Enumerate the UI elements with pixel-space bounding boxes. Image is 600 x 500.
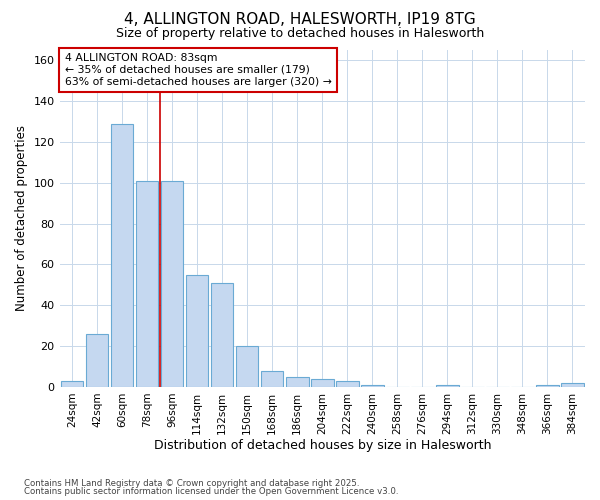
Bar [336, 381, 359, 387]
Text: Size of property relative to detached houses in Halesworth: Size of property relative to detached ho… [116, 28, 484, 40]
Bar [136, 180, 158, 387]
Text: 4 ALLINGTON ROAD: 83sqm
← 35% of detached houses are smaller (179)
63% of semi-d: 4 ALLINGTON ROAD: 83sqm ← 35% of detache… [65, 54, 332, 86]
X-axis label: Distribution of detached houses by size in Halesworth: Distribution of detached houses by size … [154, 440, 491, 452]
Y-axis label: Number of detached properties: Number of detached properties [15, 126, 28, 312]
Bar [61, 381, 83, 387]
Bar [186, 274, 208, 387]
Bar [536, 385, 559, 387]
Bar [86, 334, 109, 387]
Text: Contains HM Land Registry data © Crown copyright and database right 2025.: Contains HM Land Registry data © Crown c… [24, 478, 359, 488]
Bar [261, 370, 283, 387]
Text: Contains public sector information licensed under the Open Government Licence v3: Contains public sector information licen… [24, 487, 398, 496]
Bar [161, 180, 184, 387]
Bar [111, 124, 133, 387]
Bar [211, 283, 233, 387]
Text: 4, ALLINGTON ROAD, HALESWORTH, IP19 8TG: 4, ALLINGTON ROAD, HALESWORTH, IP19 8TG [124, 12, 476, 28]
Bar [561, 383, 584, 387]
Bar [361, 385, 383, 387]
Bar [286, 376, 308, 387]
Bar [436, 385, 458, 387]
Bar [236, 346, 259, 387]
Bar [311, 379, 334, 387]
